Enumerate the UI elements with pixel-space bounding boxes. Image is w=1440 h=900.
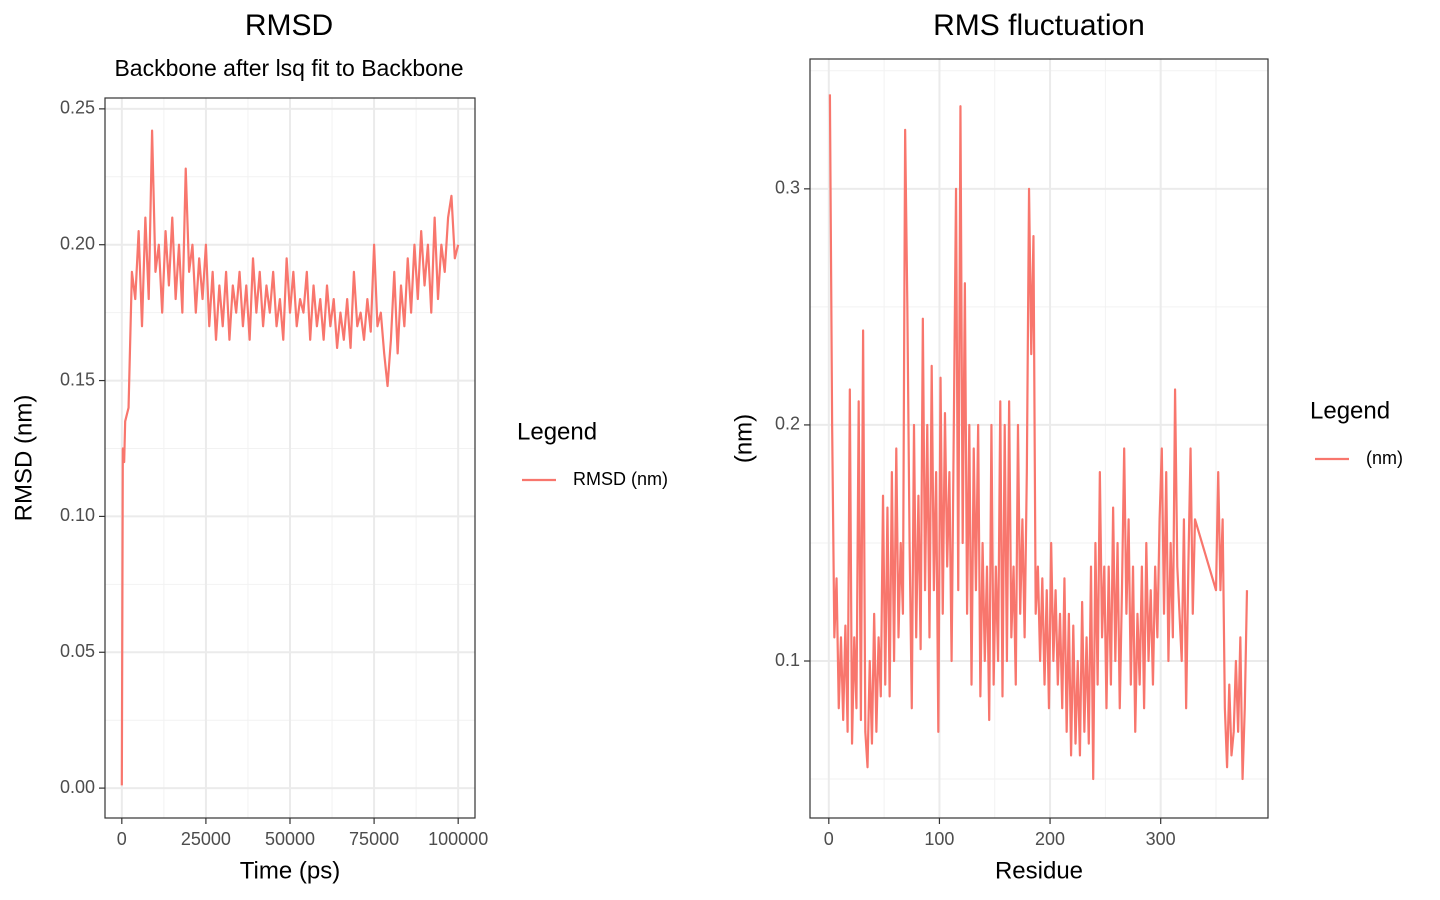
x-tick-label: 75000 [349, 829, 399, 849]
panel-border [104, 97, 476, 819]
y-tick-label: 0.10 [60, 505, 95, 525]
x-axis-label: Residue [995, 857, 1083, 884]
y-tick-label: 0.2 [775, 414, 800, 434]
legend-title: Legend [517, 418, 597, 445]
chart-title: RMS fluctuation [933, 9, 1145, 42]
legend-label: RMSD (nm) [573, 469, 668, 489]
x-tick-label: 300 [1146, 829, 1176, 849]
legend-label: (nm) [1366, 448, 1403, 468]
y-tick-label: 0.3 [775, 178, 800, 198]
x-tick-label: 50000 [265, 829, 315, 849]
y-tick-label: 0.00 [60, 777, 95, 797]
x-tick-label: 200 [1035, 829, 1065, 849]
x-tick-label: 0 [117, 829, 127, 849]
data-line [120, 129, 460, 786]
x-tick-label: 0 [824, 829, 834, 849]
y-tick-label: 0.20 [60, 233, 95, 253]
chart-title: RMSD [245, 9, 333, 42]
legend-title: Legend [1310, 397, 1390, 424]
data-line [828, 94, 1249, 781]
y-axis-label: RMSD (nm) [10, 395, 37, 522]
chart-subtitle: Backbone after lsq fit to Backbone [114, 55, 463, 81]
y-tick-label: 0.05 [60, 641, 95, 661]
panel-border [809, 58, 1269, 819]
x-tick-label: 100000 [428, 829, 488, 849]
y-tick-label: 0.25 [60, 98, 95, 118]
x-tick-label: 100 [924, 829, 954, 849]
y-tick-label: 0.1 [775, 650, 800, 670]
x-axis-label: Time (ps) [240, 857, 340, 884]
y-tick-label: 0.15 [60, 369, 95, 389]
x-tick-label: 25000 [181, 829, 231, 849]
y-axis-label: (nm) [730, 414, 757, 463]
